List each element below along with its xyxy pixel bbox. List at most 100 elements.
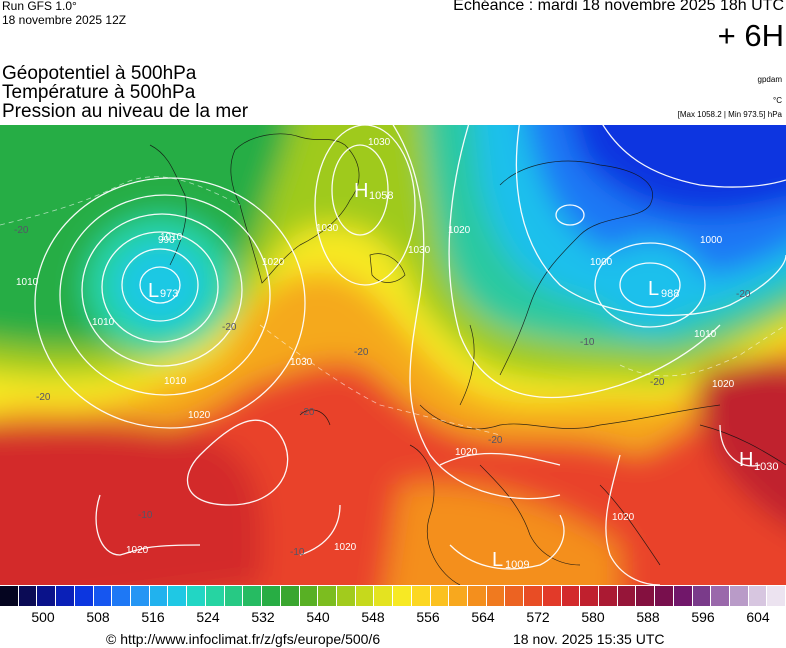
colorbar-ticks: 500 508 516 524 532 540 548 556 564 572 580 588 596 6… bbox=[0, 609, 786, 625]
colorbar-tick-label: 532 bbox=[251, 609, 275, 625]
colorbar-swatch bbox=[224, 586, 244, 606]
temperature-label: -20 bbox=[650, 377, 665, 388]
pressure-center-type: L bbox=[148, 280, 159, 302]
colorbar-tick-label: 500 bbox=[31, 609, 55, 625]
colorbar-tick-label: 588 bbox=[636, 609, 660, 625]
pressure-range: [Max 1058.2 | Min 973.5] hPa bbox=[677, 110, 782, 119]
colorbar-swatch bbox=[56, 586, 75, 606]
pressure-center-value: 973 bbox=[160, 288, 178, 300]
isobar-label: 1020 bbox=[448, 225, 471, 236]
colorbar-swatch bbox=[205, 586, 225, 606]
colorbar-swatch bbox=[149, 586, 169, 606]
colorbar-swatch bbox=[524, 586, 543, 606]
colorbar-swatch bbox=[168, 586, 188, 606]
isobar-label: 1030 bbox=[368, 137, 391, 148]
colorbar-swatch bbox=[355, 586, 375, 606]
isobar-label: 1020 bbox=[612, 512, 635, 523]
unit-temperature: °C bbox=[773, 96, 782, 105]
temperature-label: -20 bbox=[36, 392, 51, 403]
isobar-label: 1030 bbox=[316, 223, 339, 234]
colorbar-swatch bbox=[411, 586, 431, 606]
isobar-labels: 1030103010301020101010009901010101010101… bbox=[16, 137, 735, 556]
variable-geopotential: Géopotentiel à 500hPa bbox=[2, 63, 197, 84]
colorbar-swatch bbox=[730, 586, 749, 606]
weather-map: L 973 H 1058 L 988 H 1030 L 1009 1030 103… bbox=[0, 125, 786, 585]
colorbar-tick-label: 596 bbox=[691, 609, 715, 625]
colorbar-tick-label: 540 bbox=[306, 609, 330, 625]
isobar-label: 1020 bbox=[126, 545, 149, 556]
temperature-label: -20 bbox=[14, 225, 29, 236]
colorbar-swatch bbox=[0, 586, 19, 606]
temperature-label: -10 bbox=[138, 510, 153, 521]
colorbar-swatch bbox=[280, 586, 300, 606]
pressure-center-value: 1030 bbox=[754, 461, 778, 473]
colorbar-tick-label: 580 bbox=[581, 609, 605, 625]
isobar-label: 990 bbox=[158, 235, 175, 246]
colorbar-tick-label: 524 bbox=[196, 609, 220, 625]
isobar-label: 1020 bbox=[334, 542, 357, 553]
colorbar-swatch bbox=[131, 586, 150, 606]
isobar-label: 1010 bbox=[92, 317, 115, 328]
colorbar-swatch bbox=[299, 586, 319, 606]
pressure-center-high-2: H 1030 bbox=[739, 449, 778, 473]
isobars bbox=[34, 125, 786, 585]
pressure-center-type: L bbox=[648, 278, 659, 300]
colorbar-swatch bbox=[505, 586, 525, 606]
isobar-label: 1000 bbox=[700, 235, 723, 246]
temperature-label: -10 bbox=[580, 337, 595, 348]
variable-pressure: Pression au niveau de la mer bbox=[2, 101, 249, 122]
isobar-label: 1010 bbox=[16, 277, 39, 288]
generated-timestamp: 18 nov. 2025 15:35 UTC bbox=[513, 631, 665, 647]
pressure-center-low-2: L 988 bbox=[648, 278, 679, 300]
temperature-label: -20 bbox=[736, 289, 751, 300]
run-date: 18 novembre 2025 12Z bbox=[2, 13, 127, 27]
temperature-labels: -20 -20 -20 -20 -20 -20 -20 -20 -10 -10 -10 bbox=[14, 225, 751, 558]
temperature-label: -20 bbox=[488, 435, 503, 446]
colorbar-swatch bbox=[748, 586, 768, 606]
colorbar-swatch bbox=[374, 586, 394, 606]
colorbar-swatch bbox=[561, 586, 581, 606]
temperature-label: -20 bbox=[354, 347, 369, 358]
colorbar-swatch bbox=[93, 586, 113, 606]
colorbar-swatch bbox=[243, 586, 263, 606]
colorbar-swatch bbox=[467, 586, 487, 606]
coastlines bbox=[149, 133, 786, 585]
colorbar-swatch bbox=[74, 586, 94, 606]
colorbar-swatch bbox=[767, 586, 786, 606]
colorbar-swatch bbox=[599, 586, 618, 606]
pressure-center-value: 1058 bbox=[369, 190, 393, 202]
colorbar-tick-label: 564 bbox=[471, 609, 495, 625]
pressure-center-value: 988 bbox=[661, 288, 679, 300]
colorbar-swatch bbox=[318, 586, 337, 606]
run-title: Run GFS 1.0° bbox=[2, 0, 77, 13]
isobar-label: 1020 bbox=[188, 410, 211, 421]
pressure-center-high-1: H 1058 bbox=[354, 180, 393, 202]
forecast-offset: + 6H bbox=[717, 18, 784, 53]
colorbar-swatch bbox=[617, 586, 637, 606]
colorbar-swatch bbox=[673, 586, 693, 606]
isobar-label: 1030 bbox=[408, 245, 431, 256]
colorbar-swatch bbox=[37, 586, 57, 606]
temperature-label: -10 bbox=[290, 547, 305, 558]
source-credit: © http://www.infoclimat.fr/z/gfs/europe/… bbox=[106, 631, 381, 647]
colorbar-swatch bbox=[187, 586, 206, 606]
colorbar-swatch bbox=[18, 586, 38, 606]
forecast-valid-time: Echéance : mardi 18 novembre 2025 18h UT… bbox=[453, 0, 784, 14]
isobar-label: 1020 bbox=[262, 257, 285, 268]
geopotential-field bbox=[0, 125, 786, 585]
pressure-center-type: H bbox=[354, 180, 368, 202]
colorbar-swatch bbox=[692, 586, 712, 606]
colorbar-tick-label: 556 bbox=[416, 609, 440, 625]
pressure-center-low-3: L 1009 bbox=[492, 549, 529, 571]
pressure-center-low-1: L 973 bbox=[148, 280, 178, 302]
colorbar-tick-label: 604 bbox=[746, 609, 770, 625]
colorbar-swatch bbox=[112, 586, 132, 606]
colorbar-swatch bbox=[486, 586, 506, 606]
isobar-label: 1010 bbox=[164, 376, 187, 387]
colorbar-swatch bbox=[430, 586, 450, 606]
colorbar-tick-label: 516 bbox=[141, 609, 165, 625]
isobar-label: 1010 bbox=[160, 232, 183, 243]
geopotential-colorbar bbox=[0, 586, 786, 606]
colorbar-swatch bbox=[393, 586, 412, 606]
isobar-label: 1020 bbox=[455, 447, 478, 458]
